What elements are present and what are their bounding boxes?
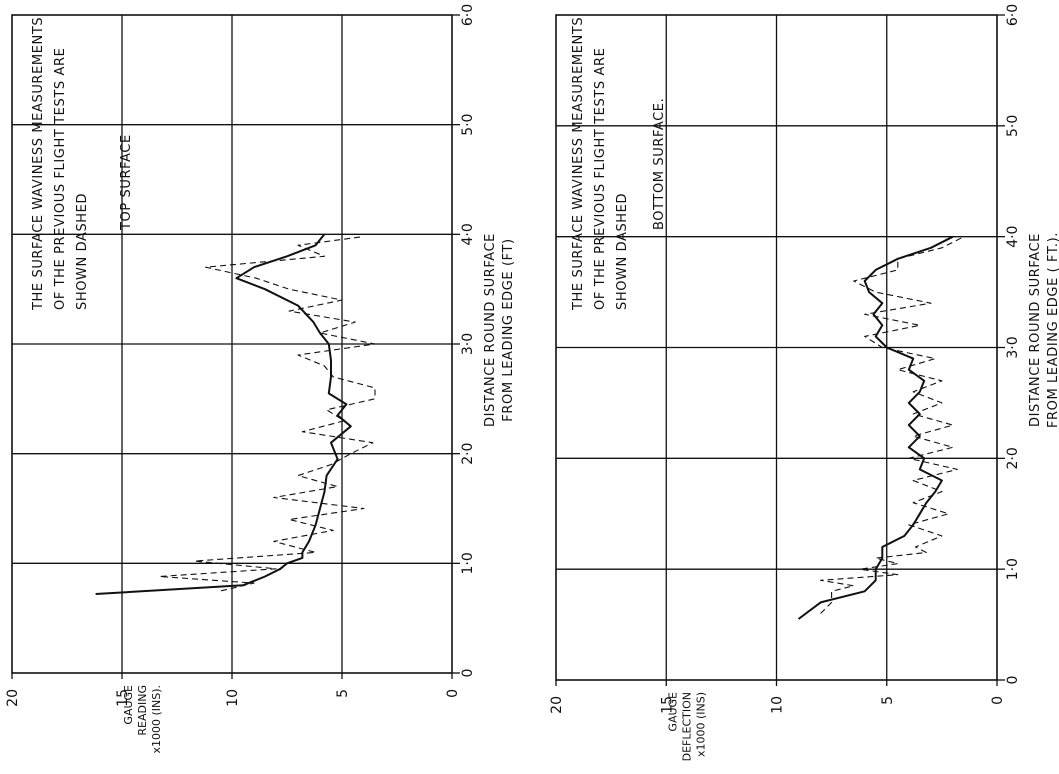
bottom-x-tick-label-1: 1·0	[1005, 558, 1021, 580]
bottom-note-line-0: THE SURFACE WAVINESS MEASUREMENTS	[571, 17, 586, 311]
bottom-y-axis-title-line-1: DEFLECTION	[680, 692, 693, 761]
top-note-line-2: SHOWN DASHED	[75, 193, 90, 310]
bottom-x-tick-label-3: 3·0	[1005, 336, 1021, 358]
bottom-note-line-1: OF THE PREVIOUS FLIGHT TESTS ARE	[593, 48, 608, 310]
top-x-tick-label-4: 4·0	[460, 223, 476, 245]
top-series-dashed-line	[158, 235, 376, 592]
bottom-series-dashed-line	[820, 236, 965, 614]
top-surface-label: TOP SURFACE	[119, 134, 134, 231]
top-x-axis-title-line-0: DISTANCE ROUND SURFACE	[483, 233, 498, 427]
bottom-x-axis-title-line-1: FROM LEADING EDGE ( FT.).	[1046, 232, 1059, 428]
top-y-axis-title-line-1: READING	[136, 685, 149, 736]
bottom-y-axis-title-line-2: x1000 (INS)	[694, 692, 707, 757]
top-y-tick-label-3: 15	[115, 689, 131, 707]
bottom-y-tick-label-4: 20	[549, 696, 565, 714]
top-y-axis-title-line-2: x1000 (INS).	[150, 685, 163, 754]
chart-bottom-surface: 0 1·0 2·0 3·0 4·0 5·0 6·0 0 5 10 15 20 THE SURFACE W…	[549, 4, 1059, 761]
bottom-note-line-2: SHOWN DASHED	[615, 193, 630, 310]
bottom-series-solid-line	[797, 235, 954, 620]
bottom-x-tick-label-4: 4·0	[1005, 226, 1021, 248]
top-y-tick-label-2: 10	[225, 689, 241, 707]
top-y-axis-title-line-0: GAUGE	[122, 685, 135, 725]
top-note-line-1: OF THE PREVIOUS FLIGHT TESTS ARE	[53, 48, 68, 310]
top-x-axis-title-line-1: FROM LEADING EDGE (FT)	[501, 238, 516, 421]
top-x-tick-label-1: 1·0	[460, 552, 476, 574]
top-x-tick-label-2: 2·0	[460, 443, 476, 465]
bottom-y-tick-label-0: 0	[990, 696, 1006, 705]
top-x-tick-label-5: 5·0	[460, 114, 476, 136]
top-y-tick-label-1: 5	[335, 689, 351, 698]
bottom-y-tick-label-2: 10	[770, 696, 786, 714]
bottom-x-tick-label-2: 2·0	[1005, 447, 1021, 469]
top-note-line-0: THE SURFACE WAVINESS MEASUREMENTS	[31, 17, 46, 311]
top-y-tick-label-4: 20	[5, 689, 21, 707]
top-x-tick-label-6: 6·0	[460, 4, 476, 26]
bottom-y-tick-label-3: 15	[659, 696, 675, 714]
bottom-y-tick-label-1: 5	[880, 696, 896, 705]
bottom-y-axis-title-line-0: GAUGE	[666, 692, 679, 732]
bottom-surface-label: BOTTOM SURFACE.	[652, 98, 667, 230]
bottom-x-tick-label-5: 5·0	[1005, 115, 1021, 137]
bottom-x-tick-label-0: 0	[1005, 676, 1021, 685]
top-x-tick-label-0: 0	[460, 669, 476, 678]
bottom-x-tick-label-6: 6·0	[1005, 4, 1021, 26]
top-y-tick-label-0: 0	[445, 689, 461, 698]
top-x-tick-label-3: 3·0	[460, 333, 476, 355]
bottom-x-axis-title-line-0: DISTANCE ROUND SURFACE	[1028, 233, 1043, 427]
chart-top-surface: 0 1·0 2·0 3·0 4·0 5·0 6·0 0 5 10 15 20 THE SURFACE W…	[5, 4, 516, 754]
top-series-solid-line	[95, 233, 352, 595]
